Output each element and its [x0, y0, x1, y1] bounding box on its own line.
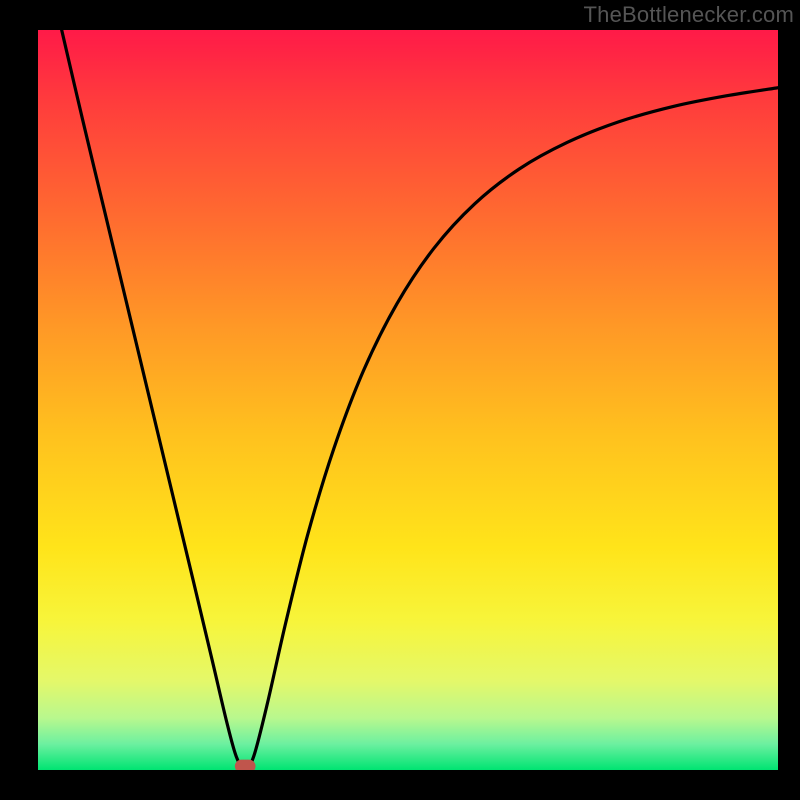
plot-svg: [38, 30, 778, 770]
optimum-marker: [235, 760, 256, 770]
chart-frame: TheBottlenecker.com: [0, 0, 800, 800]
watermark-text: TheBottlenecker.com: [584, 2, 794, 28]
plot-area: [38, 30, 778, 770]
